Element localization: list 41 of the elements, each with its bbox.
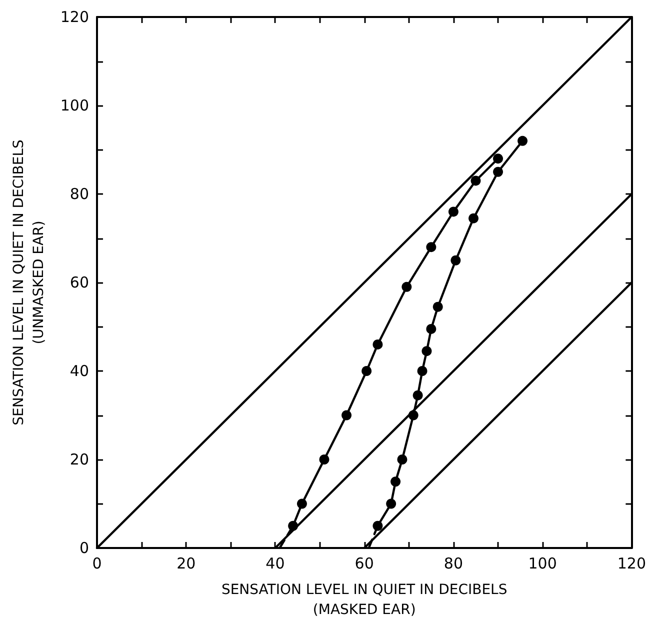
point bbox=[372, 520, 383, 531]
x-tick-label: 60 bbox=[354, 554, 374, 572]
point bbox=[296, 498, 307, 509]
y-tick-label: 100 bbox=[60, 96, 89, 114]
x-tick-label: 0 bbox=[92, 554, 102, 572]
y-tick-label: 0 bbox=[79, 539, 89, 557]
point bbox=[397, 454, 408, 464]
x-tick-label: 20 bbox=[176, 554, 196, 572]
x-tick-label: 120 bbox=[617, 554, 646, 572]
point bbox=[390, 476, 401, 487]
point bbox=[470, 176, 481, 186]
y-tick-label: 80 bbox=[70, 185, 89, 203]
x-axis-title: SENSATION LEVEL IN QUIET IN DECIBELS (MASKED EAR) bbox=[221, 582, 508, 618]
y-tick-label: 20 bbox=[70, 450, 89, 468]
point bbox=[342, 410, 352, 420]
point bbox=[288, 520, 298, 531]
point bbox=[422, 346, 432, 356]
point bbox=[417, 366, 428, 376]
point bbox=[493, 154, 504, 164]
y-tick-label: 120 bbox=[60, 8, 89, 26]
point bbox=[372, 339, 383, 350]
y-tick-label: 40 bbox=[70, 362, 89, 380]
y-tick-label: 60 bbox=[70, 274, 89, 292]
point bbox=[518, 136, 528, 146]
point bbox=[362, 366, 372, 376]
point bbox=[426, 324, 436, 334]
point bbox=[386, 498, 396, 509]
point bbox=[319, 454, 330, 464]
point bbox=[432, 302, 443, 312]
point bbox=[468, 213, 479, 224]
point bbox=[412, 390, 423, 400]
x-tick-label: 100 bbox=[528, 554, 557, 572]
point bbox=[426, 242, 436, 252]
y-axis-title: SENSATION LEVEL IN QUIET IN DECIBELS (UNMASKED EAR) bbox=[11, 139, 47, 426]
point bbox=[402, 282, 412, 292]
x-tick-label: 80 bbox=[444, 554, 464, 572]
point bbox=[408, 410, 418, 420]
point bbox=[493, 166, 504, 177]
point bbox=[448, 206, 458, 217]
x-tick-label: 40 bbox=[266, 554, 285, 572]
point bbox=[450, 255, 461, 266]
